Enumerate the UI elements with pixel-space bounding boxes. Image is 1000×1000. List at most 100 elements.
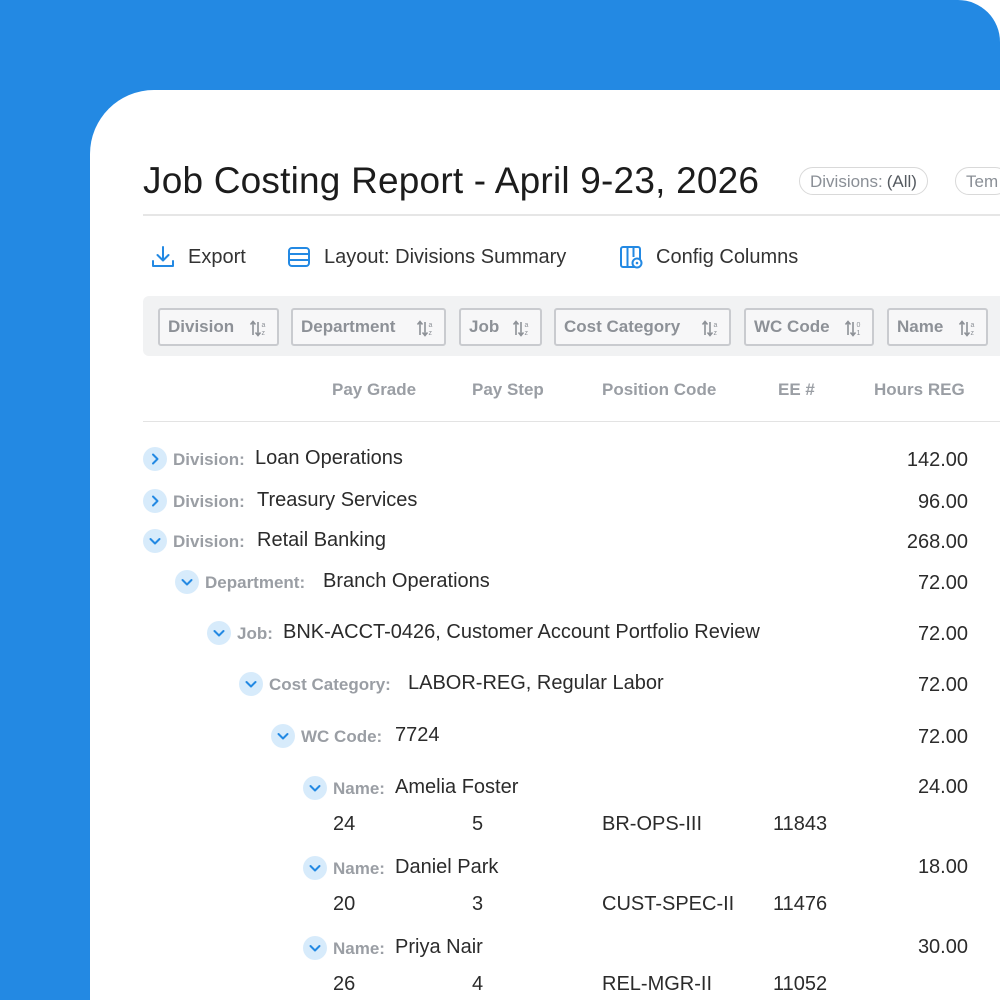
employee-name: Daniel Park <box>395 856 499 878</box>
config-columns-button[interactable]: Config Columns <box>618 240 798 274</box>
expand-toggle[interactable] <box>175 570 199 594</box>
hours-total: 72.00 <box>917 674 968 696</box>
filter-label: Tem <box>966 172 999 191</box>
row-key: Division: <box>173 532 245 551</box>
row-key: Cost Category: <box>269 675 391 694</box>
header-divider <box>143 421 1000 422</box>
chevron-down-icon <box>213 630 225 637</box>
chevron-down-icon <box>277 733 289 740</box>
svg-text:z: z <box>429 330 433 337</box>
download-icon <box>152 246 174 267</box>
title-divider <box>143 214 1000 216</box>
layout-button[interactable]: Layout: Divisions Summary <box>286 240 566 274</box>
chip-label: Name <box>897 317 944 336</box>
position-code-cell: REL-MGR-II <box>602 973 712 995</box>
expand-toggle[interactable] <box>143 529 167 553</box>
svg-text:a: a <box>971 322 975 329</box>
chip-label: Division <box>168 317 235 336</box>
expand-toggle[interactable] <box>271 724 295 748</box>
expand-toggle[interactable] <box>303 936 327 960</box>
chip-label: Cost Category <box>564 317 681 336</box>
chip-label: Department <box>301 317 396 336</box>
report-panel: Job Costing Report - April 9-23, 2026 Di… <box>90 90 1000 1000</box>
row-value: Treasury Services <box>257 489 418 511</box>
column-header-pay-step[interactable]: Pay Step <box>472 380 544 399</box>
row-value: BNK-ACCT-0426, Customer Account Portfoli… <box>283 621 760 643</box>
filter-value: (All) <box>886 172 917 191</box>
ee-number-cell: 11052 <box>773 973 828 995</box>
svg-text:z: z <box>525 330 529 337</box>
pay-step-cell: 5 <box>472 813 484 835</box>
svg-text:a: a <box>262 322 266 329</box>
employee-name: Amelia Foster <box>395 776 519 798</box>
svg-text:a: a <box>714 322 718 329</box>
hours-total: 18.00 <box>917 856 968 878</box>
pay-step-cell: 3 <box>472 893 484 915</box>
title-row: Job Costing Report - April 9-23, 2026 Di… <box>143 160 1000 206</box>
sort-az-icon: az <box>701 320 718 337</box>
ee-number-cell: 11476 <box>773 893 828 915</box>
sort-az-icon: az <box>512 320 529 337</box>
export-button[interactable]: Export <box>150 240 246 274</box>
expand-toggle[interactable] <box>239 672 263 696</box>
expand-toggle[interactable] <box>143 447 167 471</box>
divisions-filter-pill[interactable]: Divisions: (All) <box>799 167 928 195</box>
employee-name: Priya Nair <box>395 936 483 958</box>
row-value: LABOR-REG, Regular Labor <box>408 672 664 694</box>
column-header-position-code[interactable]: Position Code <box>602 380 717 399</box>
column-header-ee-number[interactable]: EE # <box>778 380 815 399</box>
layout-icon <box>288 247 310 267</box>
row-key: WC Code: <box>301 727 383 746</box>
export-label: Export <box>188 245 246 268</box>
ee-number-cell: 11843 <box>773 813 828 835</box>
columns-gear-icon <box>620 246 643 269</box>
expand-toggle[interactable] <box>303 856 327 880</box>
row-value: Retail Banking <box>257 529 386 551</box>
chevron-down-icon <box>309 945 321 952</box>
filter-label: Divisions: <box>810 172 883 191</box>
chevron-down-icon <box>309 865 321 872</box>
position-code-cell: CUST-SPEC-II <box>602 893 735 915</box>
row-value: Loan Operations <box>255 447 403 469</box>
chevron-down-icon <box>309 785 321 792</box>
sort-az-icon: az <box>958 320 975 337</box>
column-header-hours-reg[interactable]: Hours REG <box>874 380 965 399</box>
row-key: Name: <box>333 779 385 798</box>
chip-label: WC Code <box>754 317 830 336</box>
position-code-cell: BR-OPS-III <box>602 813 703 835</box>
hours-total: 24.00 <box>917 776 968 798</box>
sort-az-icon: az <box>416 320 433 337</box>
hours-total: 268.00 <box>906 531 968 553</box>
config-columns-label: Config Columns <box>656 245 799 268</box>
svg-text:z: z <box>714 330 718 337</box>
expand-toggle[interactable] <box>207 621 231 645</box>
chevron-down-icon <box>181 579 193 586</box>
pay-grade-cell: 24 <box>333 813 356 835</box>
hours-total: 72.00 <box>917 572 968 594</box>
hours-total: 30.00 <box>917 936 968 958</box>
row-value: 7724 <box>395 724 440 746</box>
hours-total: 72.00 <box>917 623 968 645</box>
chevron-down-icon <box>149 538 161 545</box>
sort-09-icon: 01 <box>844 320 861 337</box>
svg-text:0: 0 <box>857 322 861 329</box>
chip-label: Job <box>469 317 500 336</box>
hours-total: 72.00 <box>917 726 968 748</box>
column-header-pay-grade[interactable]: Pay Grade <box>332 380 417 399</box>
expand-toggle[interactable] <box>143 489 167 513</box>
pay-step-cell: 4 <box>472 973 484 995</box>
row-key: Name: <box>333 859 385 878</box>
chevron-right-icon <box>152 495 159 507</box>
row-key: Department: <box>205 573 306 592</box>
sort-az-icon: az <box>249 320 266 337</box>
layout-label: Layout: Divisions Summary <box>324 245 567 268</box>
second-filter-pill[interactable]: Tem <box>955 167 1000 195</box>
row-key: Name: <box>333 939 385 958</box>
expand-toggle[interactable] <box>303 776 327 800</box>
